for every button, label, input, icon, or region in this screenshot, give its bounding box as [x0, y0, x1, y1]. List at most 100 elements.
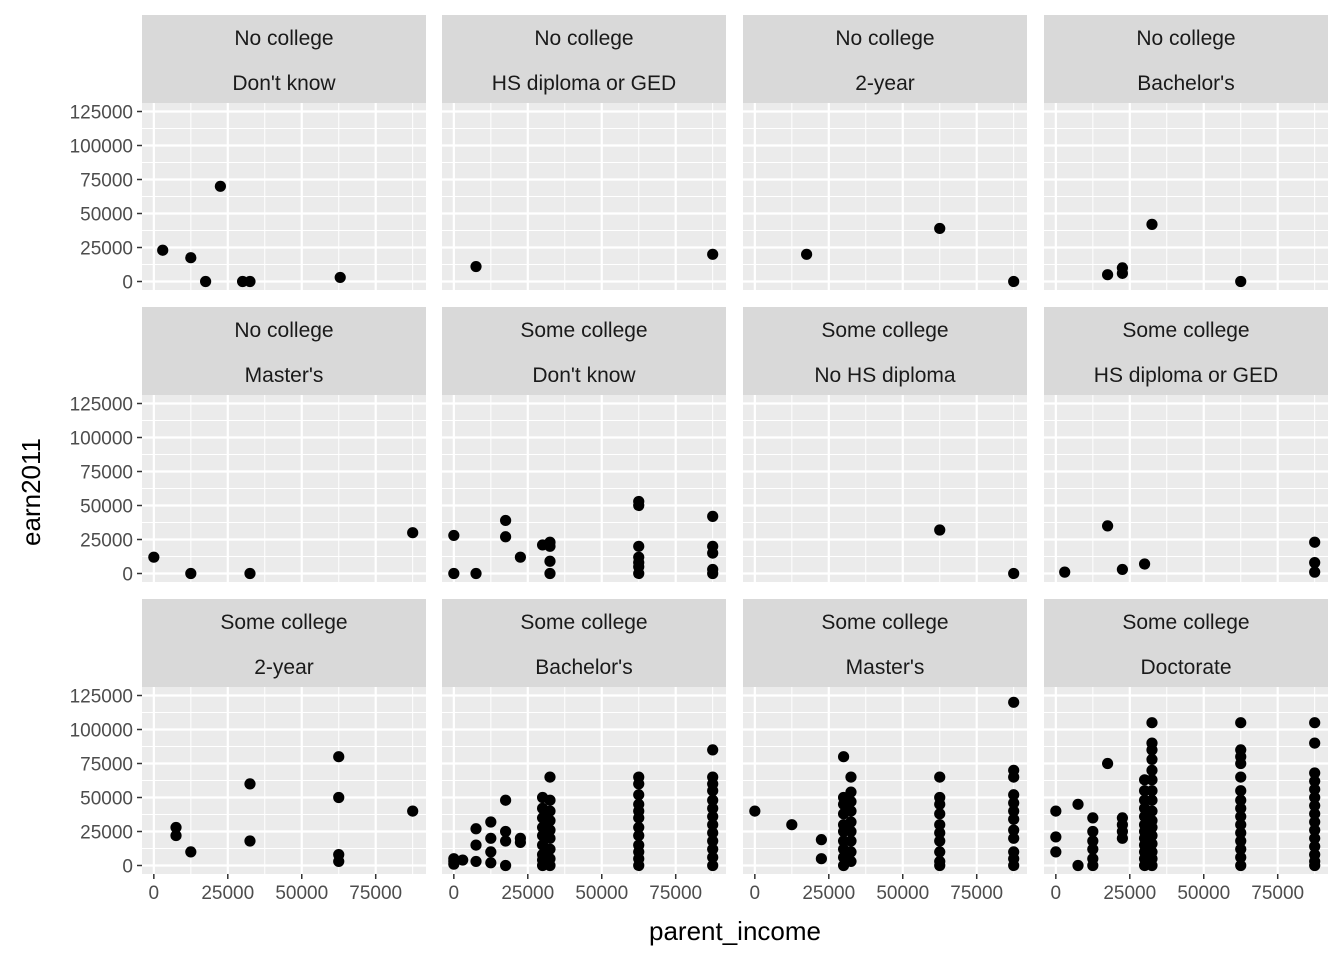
- data-point: [544, 567, 556, 580]
- data-point: [1146, 794, 1158, 806]
- data-point: [1008, 813, 1020, 825]
- facet-strip-label: No college: [835, 27, 934, 50]
- y-tick-label: 0: [122, 273, 133, 294]
- x-tick-label: 0: [750, 883, 761, 904]
- data-point: [470, 855, 482, 868]
- data-point: [170, 821, 182, 834]
- data-point: [1008, 696, 1020, 708]
- data-point: [1235, 757, 1247, 770]
- data-point: [633, 499, 645, 512]
- data-point: [707, 248, 719, 260]
- data-point: [1309, 566, 1321, 578]
- data-point: [244, 778, 256, 790]
- facet-strip-label: Master's: [245, 364, 324, 387]
- data-point: [749, 805, 761, 817]
- data-point: [185, 846, 197, 858]
- data-point: [1072, 798, 1084, 810]
- x-tick-label: 0: [449, 883, 460, 904]
- data-point: [934, 859, 946, 872]
- data-point: [1146, 218, 1158, 230]
- data-point: [1146, 859, 1158, 872]
- data-point: [1102, 757, 1114, 770]
- x-tick-label: 75000: [349, 883, 402, 904]
- y-tick-label: 125000: [70, 687, 133, 708]
- data-point: [1059, 566, 1071, 578]
- data-point: [500, 531, 512, 543]
- y-tick-label: 100000: [70, 137, 133, 158]
- data-point: [934, 846, 946, 858]
- data-point: [148, 551, 160, 563]
- data-point: [200, 275, 212, 288]
- facet-strip-label: 2-year: [254, 656, 314, 679]
- data-point: [1102, 520, 1114, 532]
- data-point: [1146, 753, 1158, 766]
- y-tick-label: 50000: [80, 789, 133, 810]
- data-point: [1116, 262, 1128, 274]
- data-point: [470, 839, 482, 851]
- data-point: [801, 248, 813, 260]
- facet-strip: [142, 15, 426, 103]
- data-point: [1146, 764, 1158, 776]
- data-point: [485, 857, 497, 869]
- facet-strip-label: No HS diploma: [814, 364, 956, 387]
- x-tick-label: 75000: [950, 883, 1003, 904]
- facet-strip-label: HS diploma or GED: [1094, 364, 1278, 387]
- data-point: [1102, 269, 1114, 281]
- data-point: [707, 744, 719, 756]
- data-point: [457, 854, 469, 866]
- data-point: [1008, 275, 1020, 288]
- data-point: [1309, 859, 1321, 872]
- data-point: [707, 567, 719, 580]
- data-point: [1309, 536, 1321, 548]
- data-point: [244, 567, 256, 580]
- y-tick-label: 100000: [70, 429, 133, 450]
- data-point: [1309, 717, 1321, 729]
- facet-strip-label: Some college: [1122, 611, 1249, 634]
- data-point: [934, 808, 946, 820]
- data-point: [707, 851, 719, 863]
- data-point: [1309, 791, 1321, 804]
- data-point: [633, 778, 645, 790]
- data-point: [1146, 717, 1158, 729]
- data-point: [244, 275, 256, 288]
- facet-strip: [1044, 599, 1328, 687]
- x-tick-label: 50000: [876, 883, 929, 904]
- data-point: [514, 836, 526, 848]
- facet-panel: Some college No HS diploma: [743, 307, 1027, 582]
- facet-panel: No college 2-year: [743, 15, 1027, 290]
- data-point: [1008, 567, 1020, 580]
- data-point: [500, 514, 512, 527]
- y-tick-label: 125000: [70, 103, 133, 124]
- data-point: [1087, 825, 1099, 838]
- data-point: [934, 798, 946, 810]
- data-point: [1309, 832, 1321, 844]
- facet-panel: Some college HS diploma or GED: [1044, 307, 1328, 582]
- x-tick-label: 25000: [802, 883, 855, 904]
- x-tick-label: 75000: [649, 883, 702, 904]
- y-tick-label: 25000: [80, 239, 133, 260]
- facet-strip: [743, 599, 1027, 687]
- facet-strip-label: 2-year: [855, 72, 915, 95]
- data-point: [1050, 846, 1062, 858]
- data-point: [845, 816, 857, 828]
- data-point: [934, 524, 946, 536]
- data-point: [1235, 275, 1247, 288]
- x-tick-label: 0: [1051, 883, 1062, 904]
- x-tick-label: 75000: [1251, 883, 1304, 904]
- data-point: [157, 244, 169, 256]
- data-point: [633, 859, 645, 872]
- data-point: [185, 252, 197, 264]
- y-tick-label: 100000: [70, 721, 133, 742]
- data-point: [633, 540, 645, 552]
- data-point: [1087, 859, 1099, 872]
- data-point: [1087, 843, 1099, 855]
- facet-strip-label: Master's: [846, 656, 925, 679]
- data-point: [500, 794, 512, 806]
- data-point: [845, 786, 857, 798]
- data-point: [934, 835, 946, 847]
- data-point: [1008, 832, 1020, 844]
- data-point: [244, 835, 256, 847]
- y-axis-title: earn2011: [16, 438, 46, 546]
- data-point: [544, 832, 556, 844]
